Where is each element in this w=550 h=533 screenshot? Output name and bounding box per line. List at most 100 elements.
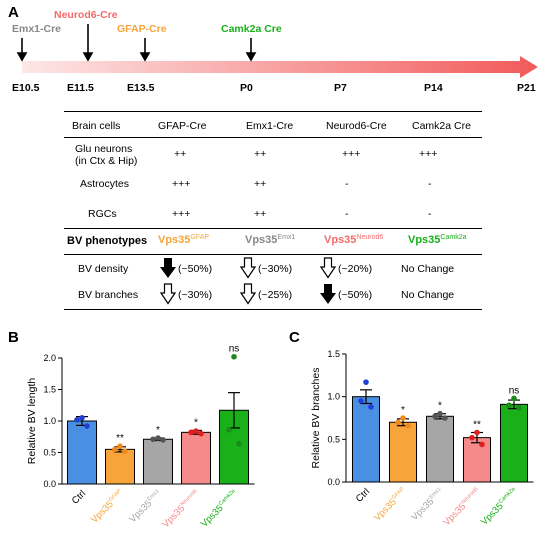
table-top-rule bbox=[64, 111, 482, 112]
cell-astro-camk2a: - bbox=[428, 178, 432, 190]
down-arrow-outline-icon bbox=[240, 257, 256, 279]
data-point bbox=[155, 435, 161, 441]
x-tick-label: Vps35Neurod6 bbox=[441, 486, 483, 528]
bar bbox=[143, 438, 173, 485]
y-tick-label: 1.0 bbox=[327, 392, 340, 402]
cell-rgc-emx1: ++ bbox=[254, 208, 267, 220]
cell-density-gfap: (~50%) bbox=[178, 263, 213, 275]
data-point bbox=[469, 434, 475, 441]
cell-glu-neurod6: +++ bbox=[342, 148, 361, 160]
data-point bbox=[122, 448, 128, 455]
y-tick-label: 0.0 bbox=[327, 477, 340, 487]
stage-e10-5: E10.5 bbox=[12, 82, 40, 94]
data-point bbox=[405, 422, 411, 429]
data-point bbox=[395, 419, 401, 426]
x-tick-label: Ctrl bbox=[354, 486, 372, 504]
y-tick-label: 1.5 bbox=[327, 349, 340, 359]
timeline-arrow bbox=[22, 56, 538, 78]
y-tick-label: 2.0 bbox=[43, 353, 56, 363]
x-tick-label: Ctrl bbox=[70, 488, 88, 506]
cell-astro-gfap: +++ bbox=[172, 178, 191, 190]
cell-branches-camk2a: No Change bbox=[401, 289, 455, 301]
data-point bbox=[516, 404, 522, 411]
row-glu-sublabel: (in Ctx & Hip) bbox=[75, 155, 138, 167]
cre-label-gfap: GFAP-Cre bbox=[117, 23, 167, 35]
down-arrow-outline-icon bbox=[240, 283, 256, 305]
phenotype-gfap: Vps35GFAP bbox=[158, 234, 210, 246]
cell-density-neurod6: (~20%) bbox=[338, 263, 373, 275]
cell-astro-neurod6: - bbox=[345, 178, 349, 190]
down-arrow-filled-icon bbox=[320, 284, 336, 304]
cre-label-emx1: Emx1-Cre bbox=[12, 23, 62, 35]
phenotype-camk2a: Vps35Camk2a bbox=[408, 234, 467, 246]
data-point bbox=[236, 440, 242, 447]
row-rgc-label: RGCs bbox=[88, 208, 117, 220]
bar bbox=[463, 437, 491, 483]
table-header-neurod6: Neurod6-Cre bbox=[326, 120, 387, 132]
data-point bbox=[432, 413, 438, 420]
data-point bbox=[506, 402, 512, 408]
x-tick-label: Vps35Emx1 bbox=[127, 488, 164, 525]
data-point bbox=[74, 416, 80, 423]
stage-e13-5: E13.5 bbox=[127, 82, 155, 94]
bar bbox=[500, 403, 528, 483]
x-tick-label: Vps35GFAP bbox=[89, 488, 126, 525]
data-point bbox=[363, 379, 369, 385]
bar bbox=[105, 448, 135, 485]
table-header-rule bbox=[64, 137, 482, 138]
cell-density-camk2a: No Change bbox=[401, 263, 455, 275]
cell-density-emx1: (~30%) bbox=[258, 263, 293, 275]
significance-label: * bbox=[401, 405, 405, 416]
data-point bbox=[368, 404, 374, 410]
y-tick-label: 1.0 bbox=[43, 416, 56, 426]
cell-glu-gfap: ++ bbox=[174, 148, 187, 160]
bar bbox=[219, 409, 249, 485]
data-point bbox=[160, 437, 166, 443]
panel-c-label: C bbox=[289, 329, 300, 346]
significance-label: ** bbox=[116, 433, 124, 444]
significance-label: * bbox=[438, 401, 442, 412]
cre-label-neurod6: Neurod6-Cre bbox=[54, 9, 118, 21]
x-tick-label: Vps35GFAP bbox=[372, 486, 409, 523]
row-glu-label: Glu neurons bbox=[75, 143, 133, 155]
panel-b-label: B bbox=[8, 329, 19, 346]
x-tick-label: Vps35Neurod6 bbox=[160, 488, 202, 530]
chart-bv-branches: 0.0 0.5 1.0 1.5 Relative BV branches Ctrl * Vps… bbox=[310, 349, 534, 528]
table-mid-rule bbox=[64, 228, 482, 229]
data-point bbox=[79, 415, 85, 421]
data-point bbox=[479, 441, 485, 448]
bar bbox=[426, 415, 454, 483]
cell-rgc-camk2a: - bbox=[428, 208, 432, 220]
table-header-brain-cells: Brain cells bbox=[72, 120, 121, 132]
table-header-emx1: Emx1-Cre bbox=[246, 120, 294, 132]
data-point bbox=[358, 398, 364, 404]
row-astro-label: Astrocytes bbox=[80, 178, 130, 190]
data-point bbox=[226, 427, 232, 433]
cell-glu-emx1: ++ bbox=[254, 148, 267, 160]
significance-label: ns bbox=[509, 385, 520, 396]
stage-p21: P21 bbox=[517, 82, 536, 94]
data-point bbox=[84, 423, 90, 429]
x-tick-label: Vps35Emx1 bbox=[409, 486, 446, 523]
data-point bbox=[150, 436, 156, 443]
cell-glu-camk2a: +++ bbox=[419, 148, 438, 160]
significance-label: * bbox=[156, 425, 160, 436]
table-header-camk2a: Camk2a Cre bbox=[412, 120, 471, 132]
y-axis-label: Relative BV branches bbox=[310, 368, 322, 469]
table-bottom-rule bbox=[64, 309, 482, 310]
bar bbox=[181, 431, 211, 485]
cell-rgc-neurod6: - bbox=[345, 208, 349, 220]
data-point bbox=[442, 415, 448, 421]
bar bbox=[67, 420, 97, 485]
row-bv-branches-label: BV branches bbox=[78, 289, 139, 301]
data-point bbox=[117, 443, 123, 449]
significance-label: ** bbox=[473, 420, 481, 431]
stage-e11-5: E11.5 bbox=[67, 82, 94, 94]
cell-branches-emx1: (~25%) bbox=[258, 289, 293, 301]
stage-p0: P0 bbox=[240, 82, 253, 94]
stage-p7: P7 bbox=[334, 82, 347, 94]
data-point bbox=[474, 429, 480, 436]
data-point bbox=[112, 446, 118, 453]
bar bbox=[352, 396, 380, 483]
